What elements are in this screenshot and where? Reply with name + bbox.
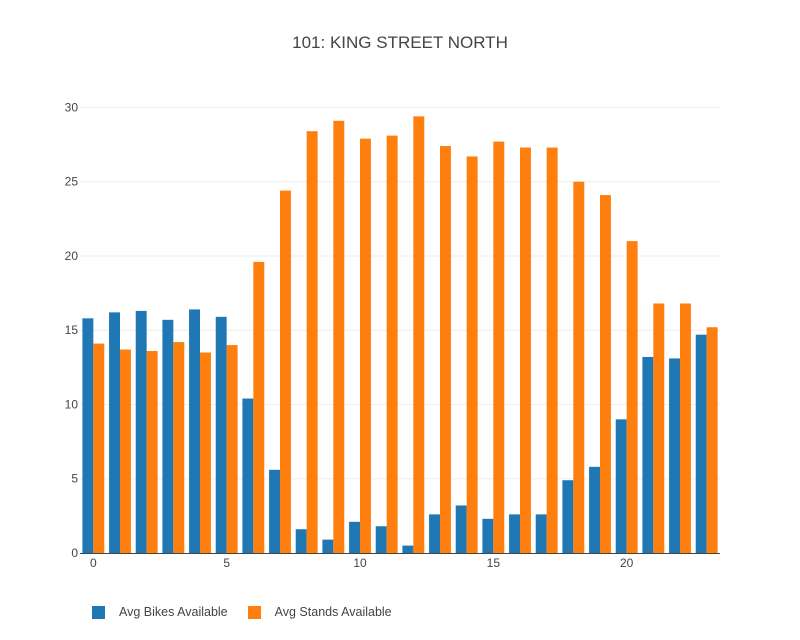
legend-label-stands: Avg Stands Available	[274, 605, 392, 619]
bar-stands	[360, 138, 371, 553]
bar-bikes	[695, 334, 707, 553]
bar-bikes	[135, 310, 147, 553]
x-tick-label: 15	[487, 556, 501, 570]
bar-bikes	[402, 545, 414, 553]
bar-stands	[653, 303, 665, 553]
legend-label-bikes: Avg Bikes Available	[119, 605, 228, 619]
chart-title: 101: KING STREET NORTH	[292, 33, 508, 52]
bar-bikes	[562, 480, 574, 553]
x-tick-label: 5	[223, 556, 230, 570]
legend-swatch-stands	[247, 605, 261, 619]
bar-bikes	[242, 398, 254, 553]
bar-bikes	[589, 466, 600, 553]
bar-stands	[93, 343, 105, 553]
bar-stands	[626, 241, 638, 553]
bar-stands	[333, 120, 345, 553]
bar-stands	[413, 116, 425, 553]
legend: Avg Bikes Available Avg Stands Available	[92, 605, 412, 619]
bar-bikes	[429, 514, 440, 553]
bar-bikes	[535, 514, 547, 553]
bar-stands	[573, 181, 585, 553]
bar-stands	[520, 147, 531, 553]
bar-stands	[306, 131, 318, 553]
bar-bikes	[82, 318, 94, 553]
bar-bikes	[215, 316, 227, 553]
bar-bikes	[269, 469, 280, 553]
y-tick-label: 30	[65, 100, 79, 114]
y-tick-label: 5	[71, 472, 78, 486]
bar-bikes	[669, 358, 680, 553]
bar-bikes	[615, 419, 627, 553]
bar-bikes	[375, 526, 387, 553]
bar-stands	[600, 195, 611, 554]
bar-bikes	[162, 319, 174, 553]
bar-stands	[280, 190, 291, 553]
bar-stands	[200, 352, 211, 553]
bar-bikes	[109, 312, 120, 553]
bars	[82, 116, 718, 554]
legend-swatch-bikes	[92, 605, 105, 619]
bar-stands	[226, 345, 238, 553]
bar-stands	[546, 147, 558, 553]
bar-stands	[493, 141, 505, 553]
bar-bikes	[349, 521, 360, 553]
bar-stands	[120, 349, 131, 553]
x-tick-label: 10	[353, 556, 367, 570]
x-tick-label: 0	[90, 556, 97, 570]
bar-bikes	[189, 309, 200, 553]
bar-stands	[386, 135, 398, 553]
legend-item-stands[interactable]: Avg Stands Available	[247, 605, 392, 619]
bar-stands	[253, 261, 265, 553]
bar-stands	[173, 342, 185, 553]
bar-bikes	[509, 514, 520, 553]
bar-bikes	[455, 505, 467, 553]
bar-bikes	[642, 356, 654, 553]
legend-item-bikes[interactable]: Avg Bikes Available	[92, 605, 228, 619]
bar-bikes	[482, 518, 494, 553]
bar-bikes	[295, 529, 307, 553]
bar-stands	[146, 351, 158, 553]
y-tick-label: 10	[65, 397, 79, 411]
y-tick-label: 20	[65, 249, 79, 263]
axes: 0 5 10 15 20 25 30 0 5 10 15 20	[65, 100, 720, 570]
y-tick-label: 0	[71, 546, 78, 560]
bar-bikes	[322, 539, 334, 553]
bar-stands	[680, 303, 691, 553]
y-tick-label: 25	[65, 175, 79, 189]
bar-stands	[706, 327, 718, 553]
x-tick-label: 20	[620, 556, 634, 570]
gridlines	[80, 106, 720, 480]
bar-stands	[466, 156, 478, 554]
bar-stands	[440, 146, 451, 554]
y-tick-label: 15	[65, 323, 79, 337]
